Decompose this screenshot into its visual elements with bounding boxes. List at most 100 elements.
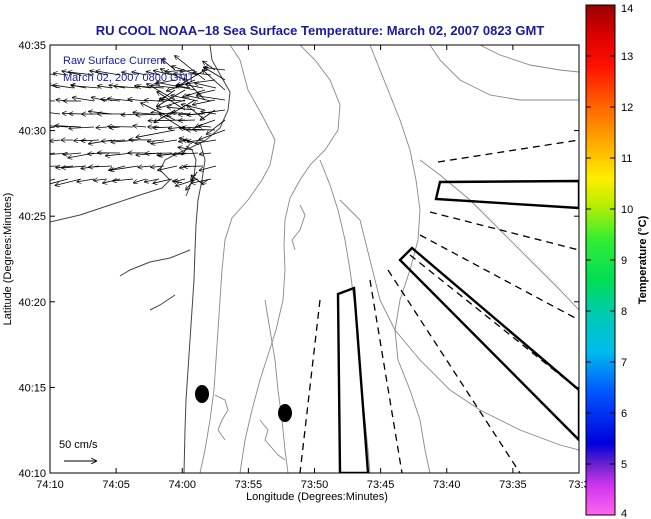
colorbar-tick-label: 12 (621, 102, 633, 114)
current-vector (191, 171, 198, 180)
beam-line-6 (429, 211, 579, 251)
current-vector (202, 179, 209, 184)
current-vector (54, 73, 69, 75)
contour-valley-1 (339, 199, 579, 451)
current-vector (182, 143, 190, 154)
current-vector (207, 119, 226, 134)
current-vector (71, 86, 100, 89)
current-vector (136, 129, 176, 137)
current-vector (199, 126, 212, 127)
current-vector (179, 120, 196, 121)
y-axis-label: Latitude (Degrees:Minutes) (2, 193, 14, 326)
x-tick-label: 73:40 (433, 479, 461, 491)
x-tick-label: 73:35 (499, 479, 527, 491)
current-vector (159, 154, 174, 156)
current-vector (50, 152, 56, 154)
current-vector (50, 73, 56, 76)
current-vector (157, 82, 196, 91)
current-vector (103, 178, 121, 183)
plot-area (50, 45, 579, 473)
y-tick-label: 40:30 (18, 126, 46, 138)
x-axis-ticks: 74:10 74:05 74:00 73:55 73:50 73:45 73:40 73:35… (36, 45, 590, 491)
current-vector (146, 153, 173, 154)
current-vector (195, 139, 217, 143)
current-vector (158, 165, 178, 170)
beam-line-3 (387, 269, 521, 473)
colorbar-tick-label: 7 (621, 357, 627, 369)
current-vector (108, 126, 134, 127)
current-vector (174, 73, 186, 75)
beam-line-1 (299, 299, 321, 473)
contour-channel-east (369, 45, 431, 473)
scale-label: 50 cm/s (59, 439, 98, 451)
current-vector (187, 109, 226, 115)
current-vector (145, 100, 160, 101)
colorbar-tick-label: 4 (621, 508, 627, 519)
current-vector (151, 139, 178, 144)
current-vector (193, 99, 216, 105)
contour-small-1 (291, 204, 306, 251)
y-tick-label: 40:20 (18, 297, 46, 309)
current-vector (94, 179, 108, 180)
beam-box-southeast (398, 246, 579, 442)
current-vector (161, 100, 186, 101)
annotation-line-2: March 02, 2007 0800 GMT (63, 72, 195, 84)
current-vector (138, 166, 152, 167)
current-vector (195, 83, 217, 89)
colorbar-tick-label: 14 (621, 3, 633, 15)
colorbar-tick-label: 13 (621, 51, 633, 63)
colorbar-tick-label: 8 (621, 306, 627, 318)
current-vector (197, 89, 216, 94)
current-vector (89, 166, 113, 167)
x-tick-label: 73:50 (301, 479, 329, 491)
current-vector (110, 165, 139, 170)
current-vector (203, 70, 226, 91)
drifter-release-point-1 (195, 385, 209, 403)
current-vector (157, 89, 186, 107)
current-vector (178, 147, 193, 149)
colorbar-ticks: 4 5 6 7 8 9 10 11 12 13 14 (586, 3, 633, 519)
contour-shelf-2 (239, 45, 341, 473)
current-vector (193, 129, 216, 130)
y-tick-label: 40:25 (18, 211, 46, 223)
current-vector (50, 140, 61, 141)
current-vector (96, 71, 121, 76)
x-tick-label: 74:05 (102, 479, 130, 491)
current-vector (186, 85, 204, 89)
current-vector (196, 119, 216, 127)
x-axis-label: Longitude (Degrees:Minutes) (246, 491, 388, 503)
radar-beam-boxes (336, 179, 579, 473)
y-axis-ticks: 40:35 40:30 40:25 40:20 40:15 40:10 (18, 40, 579, 480)
current-vector (199, 129, 226, 140)
current-vector (50, 178, 56, 181)
current-vector (50, 126, 56, 128)
colorbar-tick-label: 5 (621, 459, 627, 471)
y-tick-label: 40:15 (18, 382, 46, 394)
y-tick-label: 40:35 (18, 40, 46, 52)
current-vectors (50, 56, 226, 190)
current-vector (182, 104, 206, 111)
current-vector (157, 99, 186, 109)
current-vector (154, 71, 173, 76)
current-vector (175, 56, 206, 81)
current-vector (151, 166, 165, 167)
current-vector (133, 126, 147, 127)
colorbar-tick-label: 9 (621, 255, 627, 267)
current-vector (69, 127, 95, 128)
colorbar-tick-label: 11 (621, 153, 632, 165)
current-vector (96, 127, 108, 128)
beam-line-5 (419, 234, 579, 321)
current-vector (128, 99, 147, 101)
current-vector (77, 178, 95, 182)
current-vector (162, 59, 176, 71)
y-tick-label: 40:10 (18, 468, 46, 480)
current-vector (50, 112, 61, 115)
current-vector (145, 178, 160, 182)
current-vector (161, 69, 186, 81)
current-vector (201, 112, 217, 114)
x-tick-label: 74:10 (36, 479, 64, 491)
current-vector (50, 178, 69, 185)
current-vector (111, 140, 139, 142)
current-vector (177, 79, 216, 85)
